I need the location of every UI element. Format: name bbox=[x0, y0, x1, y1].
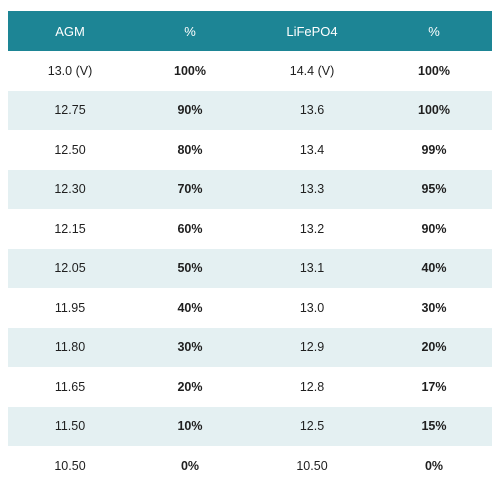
lifepo4-voltage-cell: 13.2 bbox=[299, 221, 325, 236]
lifepo4-voltage-cell: 13.6 bbox=[299, 103, 325, 118]
agm-voltage-cell: 13.0 (V) bbox=[47, 63, 93, 78]
lifepo4-voltage-cell: 13.1 bbox=[299, 261, 325, 276]
agm-voltage-cell: 11.65 bbox=[54, 379, 86, 394]
agm-voltage-cell: 10.50 bbox=[54, 458, 86, 473]
agm-percent-cell: 0% bbox=[180, 458, 200, 473]
lifepo4-percent-cell: 0% bbox=[424, 458, 444, 473]
header-row: AGM % LiFePO4 % bbox=[8, 11, 492, 51]
battery-voltage-table: AGM % LiFePO4 % 13.0 (V) 100% 14.4 (V) 1… bbox=[8, 11, 492, 486]
table-row: 11.50 10% 12.5 15% bbox=[8, 406, 492, 446]
agm-percent-cell: 90% bbox=[177, 103, 203, 118]
lifepo4-percent-cell: 95% bbox=[421, 182, 447, 197]
lifepo4-percent-cell: 99% bbox=[421, 142, 447, 157]
lifepo4-voltage-cell: 12.8 bbox=[299, 379, 325, 394]
table-header: AGM % LiFePO4 % bbox=[8, 11, 492, 51]
agm-percent-cell: 70% bbox=[177, 182, 203, 197]
lifepo4-voltage-cell: 10.50 bbox=[296, 458, 328, 473]
table-row: 11.95 40% 13.0 30% bbox=[8, 288, 492, 328]
agm-percent-cell: 100% bbox=[174, 63, 206, 78]
table-row: 12.30 70% 13.3 95% bbox=[8, 169, 492, 209]
agm-voltage-cell: 11.80 bbox=[54, 340, 86, 355]
lifepo4-percent-cell: 100% bbox=[418, 103, 450, 118]
table-row: 12.05 50% 13.1 40% bbox=[8, 248, 492, 288]
table-row: 11.80 30% 12.9 20% bbox=[8, 327, 492, 367]
agm-voltage-cell: 12.30 bbox=[54, 182, 86, 197]
agm-percent-cell: 50% bbox=[177, 261, 203, 276]
lifepo4-percent-cell: 15% bbox=[421, 419, 447, 434]
header-agm: AGM bbox=[55, 23, 85, 39]
agm-voltage-cell: 11.95 bbox=[54, 300, 86, 315]
lifepo4-voltage-cell: 12.5 bbox=[299, 419, 325, 434]
agm-voltage-cell: 12.50 bbox=[54, 142, 86, 157]
lifepo4-percent-cell: 20% bbox=[421, 340, 447, 355]
agm-percent-cell: 80% bbox=[177, 142, 203, 157]
header-agm-percent: % bbox=[184, 23, 196, 39]
table-row: 13.0 (V) 100% 14.4 (V) 100% bbox=[8, 51, 492, 91]
agm-voltage-cell: 12.75 bbox=[54, 103, 86, 118]
agm-percent-cell: 30% bbox=[177, 340, 203, 355]
table-body: 13.0 (V) 100% 14.4 (V) 100% 12.75 90% 13… bbox=[8, 51, 492, 486]
agm-voltage-cell: 12.05 bbox=[54, 261, 86, 276]
table-row: 12.15 60% 13.2 90% bbox=[8, 209, 492, 249]
agm-percent-cell: 40% bbox=[177, 300, 203, 315]
lifepo4-voltage-cell: 13.3 bbox=[299, 182, 325, 197]
table-row: 12.75 90% 13.6 100% bbox=[8, 90, 492, 130]
lifepo4-percent-cell: 40% bbox=[421, 261, 447, 276]
table-row: 10.50 0% 10.50 0% bbox=[8, 446, 492, 486]
header-lifepo4-percent: % bbox=[428, 23, 440, 39]
battery-voltage-table-container: AGM % LiFePO4 % 13.0 (V) 100% 14.4 (V) 1… bbox=[8, 11, 492, 486]
agm-percent-cell: 20% bbox=[177, 379, 203, 394]
lifepo4-percent-cell: 30% bbox=[421, 300, 447, 315]
agm-percent-cell: 60% bbox=[177, 221, 203, 236]
agm-percent-cell: 10% bbox=[177, 419, 203, 434]
lifepo4-voltage-cell: 12.9 bbox=[299, 340, 325, 355]
table-row: 11.65 20% 12.8 17% bbox=[8, 367, 492, 407]
agm-voltage-cell: 12.15 bbox=[54, 221, 86, 236]
lifepo4-percent-cell: 90% bbox=[421, 221, 447, 236]
lifepo4-voltage-cell: 13.0 bbox=[299, 300, 325, 315]
table-row: 12.50 80% 13.4 99% bbox=[8, 130, 492, 170]
lifepo4-voltage-cell: 13.4 bbox=[299, 142, 325, 157]
header-lifepo4: LiFePO4 bbox=[286, 23, 338, 39]
lifepo4-percent-cell: 100% bbox=[418, 63, 450, 78]
agm-voltage-cell: 11.50 bbox=[54, 419, 86, 434]
lifepo4-voltage-cell: 14.4 (V) bbox=[289, 63, 335, 78]
lifepo4-percent-cell: 17% bbox=[421, 379, 447, 394]
